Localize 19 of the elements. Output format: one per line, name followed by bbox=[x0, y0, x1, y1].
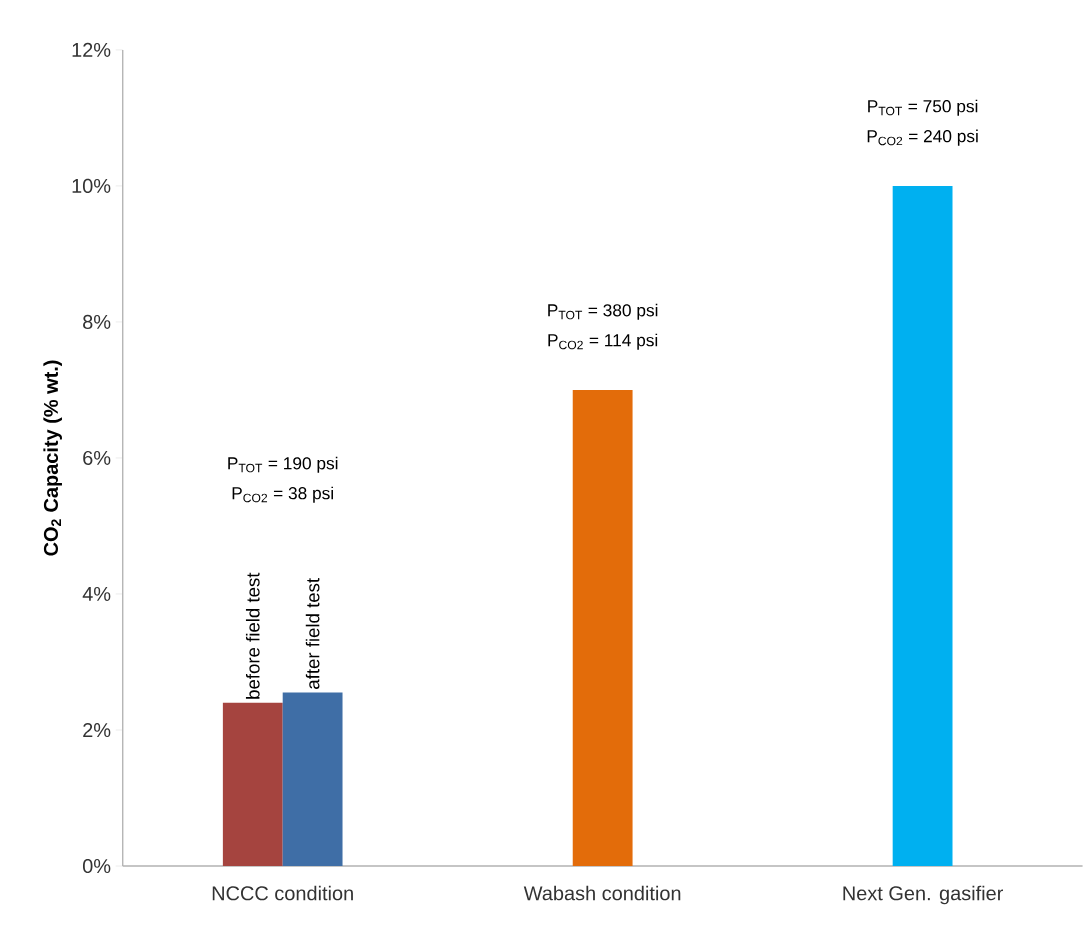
text: after field test bbox=[305, 578, 320, 689]
y-tick-label: 0% bbox=[82, 859, 111, 874]
y-tick-label: 4% bbox=[82, 587, 111, 602]
annotation: P$_{CO2}$ = 240 psi bbox=[867, 129, 978, 146]
y-tick-label: 10% bbox=[72, 178, 111, 193]
y-tick-label: 12% bbox=[72, 42, 111, 57]
y-tick-label: 6% bbox=[83, 450, 111, 466]
annotation: P$_{CO2}$ = 38 psi bbox=[232, 486, 333, 503]
y-tick-label: 2% bbox=[83, 723, 111, 738]
annotation: P$_{TOT}$ = 750 psi bbox=[868, 99, 978, 116]
x-tick-label: Next Gen. gasifier bbox=[843, 885, 1004, 905]
annotation: P$_{TOT}$ = 190 psi bbox=[228, 456, 338, 473]
annotation: P$_{TOT}$ = 380 psi bbox=[548, 303, 658, 320]
x-tick-label: NCCC condition bbox=[212, 885, 353, 901]
x-tick-label: Wabash condition bbox=[523, 885, 681, 901]
annotation: P$_{CO2}$ = 114 psi bbox=[548, 333, 658, 350]
y-axis-title: CO$_{2}$ Capacity (% wt.) bbox=[43, 360, 62, 556]
text: before field test bbox=[245, 572, 260, 699]
y-tick-label: 8% bbox=[83, 314, 111, 330]
